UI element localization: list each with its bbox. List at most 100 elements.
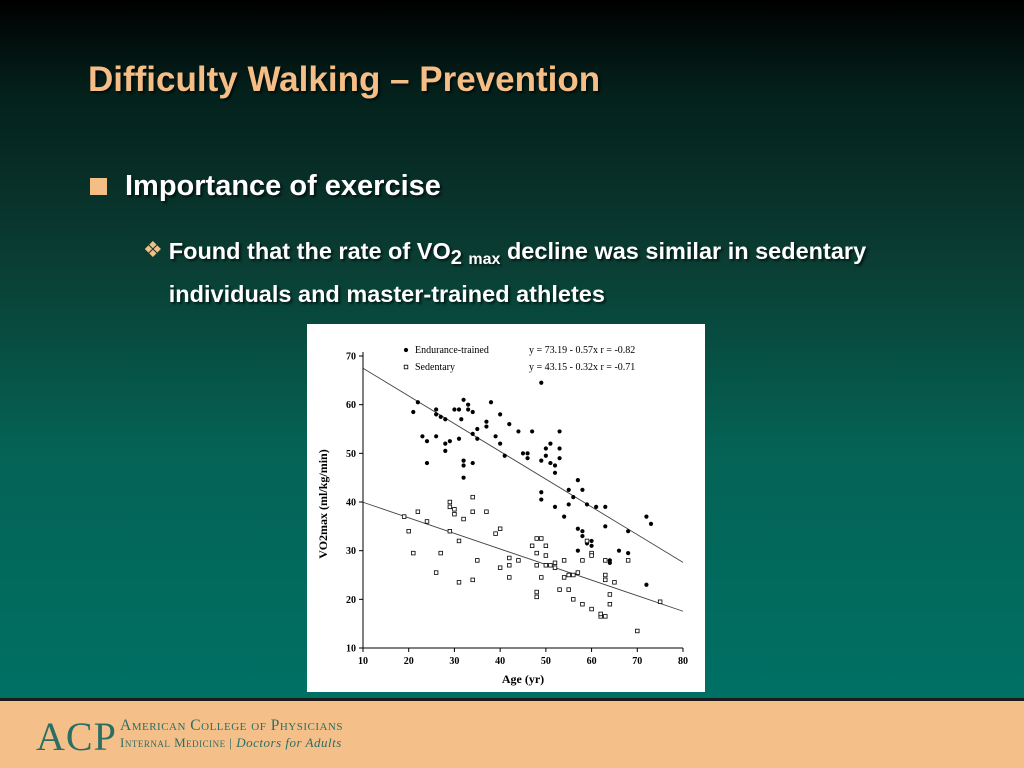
y-tick-label: 60 (346, 400, 356, 411)
square-bullet-icon (90, 178, 107, 195)
endurance-trained-point (584, 502, 590, 507)
y-tick-label: 30 (346, 546, 356, 557)
sedentary-point (543, 543, 549, 548)
sedentary-point (575, 570, 581, 575)
endurance-trained-point (447, 439, 452, 444)
legend-sedentary: Sedentary (415, 362, 455, 373)
sedentary-point (447, 499, 453, 505)
legend-sedentary-marker (403, 364, 409, 370)
x-tick-label: 60 (587, 656, 597, 667)
endurance-trained-point (443, 441, 448, 446)
endurance-trained-point (493, 434, 498, 439)
diamond-bullet-icon: ❖ (143, 237, 163, 262)
endurance-trained-point (507, 422, 512, 427)
endurance-trained-point (520, 451, 526, 456)
sub-bullet-text: Found that the rate of VO2 max decline w… (169, 234, 909, 312)
sedentary-point (475, 558, 480, 563)
endurance-trained-point (420, 434, 425, 439)
endurance-trained-point (461, 475, 466, 480)
endurance-trained-point (516, 429, 521, 434)
endurance-trained-point (459, 417, 464, 422)
endurance-trained-point (589, 543, 594, 548)
sedentary-point (566, 587, 571, 592)
endurance-trained-point (539, 380, 544, 385)
sedentary-point (561, 558, 567, 563)
x-tick-label: 30 (449, 656, 459, 667)
endurance-trained-point (580, 533, 585, 539)
bullet-importance-of-exercise: Importance of exercise (90, 170, 441, 203)
endurance-trained-point (566, 502, 571, 507)
sedentary-point (497, 565, 503, 570)
sedentary-point (534, 563, 539, 568)
endurance-trained-point (557, 446, 562, 451)
sedentary-point (657, 599, 663, 604)
endurance-trained-point (557, 456, 562, 461)
sedentary-point (552, 560, 558, 566)
sedentary-point (534, 550, 539, 556)
endurance-trained-point (539, 458, 544, 463)
endurance-regression-line (362, 367, 684, 563)
vo2max-vs-age-scatter-plot: 10 20 30 40 50 60 70 80 10 20 30 40 50 60 70 VO2max (m… (316, 345, 688, 686)
endurance-trained-point (603, 524, 608, 529)
sedentary-point (516, 558, 521, 563)
x-tick-label: 70 (632, 656, 642, 667)
sedentary-point (461, 516, 466, 522)
endurance-trained-point (580, 529, 585, 534)
endurance-trained-point (607, 560, 612, 565)
endurance-trained-point (424, 439, 430, 444)
sedentary-point (603, 577, 608, 583)
sedentary-point (552, 565, 558, 570)
sedentary-point (433, 570, 439, 575)
footer-bar (0, 701, 1024, 768)
endurance-trained-point (470, 409, 475, 415)
endurance-trained-point (415, 400, 420, 405)
endurance-trained-point (626, 551, 631, 556)
endurance-trained-point (566, 487, 571, 492)
sedentary-point (557, 587, 562, 592)
tagline-internal-medicine: Internal Medicine (120, 735, 226, 750)
endurance-trained-point (543, 453, 548, 458)
sedentary-point (424, 519, 430, 524)
tagline-separator: | (229, 735, 233, 750)
endurance-trained-point (461, 397, 466, 402)
sedentary-point (539, 536, 544, 541)
sedentary-point (529, 543, 535, 548)
endurance-trained-point (644, 582, 649, 587)
sedentary-point (561, 575, 567, 580)
endurance-trained-point (498, 412, 503, 417)
endurance-trained-point (539, 490, 544, 495)
endurance-trained-point (594, 504, 599, 509)
endurance-trained-point (525, 451, 530, 456)
endurance-trained-point (475, 436, 480, 441)
sedentary-point (470, 494, 475, 500)
endurance-trained-point (580, 487, 585, 492)
endurance-trained-point (461, 458, 466, 463)
x-tick-label: 10 (358, 656, 368, 667)
sedentary-point (456, 580, 462, 585)
footer-divider (0, 698, 1024, 701)
sedentary-point (571, 597, 576, 602)
sedentary-regression-equation: y = 43.15 - 0.32x r = -0.71 (529, 362, 635, 373)
endurance-trained-point (434, 412, 439, 417)
sedentary-point (584, 538, 590, 544)
sedentary-point (607, 601, 613, 607)
endurance-trained-point (466, 407, 471, 412)
endurance-regression-equation: y = 73.19 - 0.57x r = -0.82 (529, 345, 635, 356)
y-tick-label: 50 (346, 449, 356, 460)
sedentary-point (598, 611, 603, 617)
endurance-trained-point (575, 548, 580, 553)
endurance-trained-point (548, 441, 553, 446)
endurance-trained-point (484, 419, 489, 424)
acp-tagline: Internal Medicine | Doctors for Adults (120, 735, 342, 751)
sedentary-point (589, 606, 594, 612)
sedentary-point (470, 509, 475, 514)
endurance-trained-point (502, 453, 507, 458)
endurance-trained-point (434, 434, 439, 439)
sedentary-point (534, 594, 539, 600)
endurance-trained-point (438, 414, 443, 419)
endurance-trained-point (552, 470, 558, 475)
endurance-trained-point (470, 431, 475, 436)
tagline-doctors-for-adults: Doctors for Adults (236, 735, 342, 750)
sedentary-point (493, 531, 498, 536)
sedentary-point (447, 528, 453, 534)
